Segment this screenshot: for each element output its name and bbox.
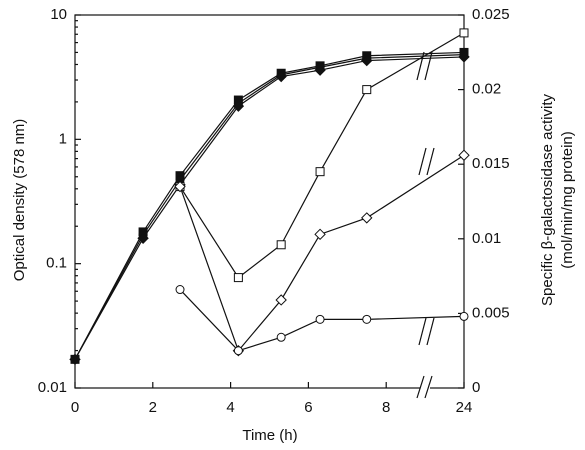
x-tick-label: 24 <box>456 399 473 416</box>
marker <box>175 285 185 295</box>
series-line <box>179 154 465 352</box>
y2-axis-label: Specific β-galactosidase activity <box>539 93 556 306</box>
y2-tick-label: 0.005 <box>472 304 510 321</box>
y2-tick-label: 0.015 <box>472 155 510 172</box>
x-tick-label: 8 <box>382 399 390 416</box>
marker <box>458 51 470 63</box>
marker <box>315 314 325 324</box>
axis-break <box>416 51 435 399</box>
series-line <box>74 51 465 360</box>
y2-tick-label: 0 <box>472 379 480 396</box>
y-axis-label: Optical density (578 nm) <box>11 119 28 282</box>
series-line <box>179 289 465 352</box>
marker <box>233 346 243 356</box>
y2-tick-label: 0.025 <box>472 6 510 23</box>
marker <box>315 167 325 177</box>
marker <box>361 54 373 67</box>
y2-tick-label: 0.02 <box>472 81 501 98</box>
series-line <box>74 56 465 360</box>
x-tick-label: 0 <box>71 399 79 416</box>
y-tick-label: 1 <box>59 130 67 147</box>
y-tick-label: 0.1 <box>46 255 67 272</box>
series-line <box>179 32 465 279</box>
x-tick-label: 2 <box>149 399 157 416</box>
marker <box>459 311 469 321</box>
marker <box>137 232 149 244</box>
x-axis-label: Time (h) <box>242 427 297 444</box>
marker <box>276 240 286 250</box>
marker <box>232 100 245 112</box>
y-tick-label: 0.01 <box>38 379 67 396</box>
marker <box>458 149 470 161</box>
marker <box>174 180 186 193</box>
marker <box>275 70 287 83</box>
marker <box>314 228 326 241</box>
y-tick-label: 10 <box>50 6 67 23</box>
marker <box>314 64 326 76</box>
y2-tick-label: 0.01 <box>472 230 501 247</box>
plot-frame <box>74 14 465 389</box>
marker <box>459 28 469 38</box>
x-tick-label: 4 <box>226 399 234 416</box>
marker <box>362 314 372 324</box>
marker <box>233 273 243 283</box>
marker <box>275 294 287 306</box>
y2-axis-label: (mol/min/mg protein) <box>559 131 576 269</box>
marker <box>361 212 373 224</box>
x-tick-label: 6 <box>304 399 312 416</box>
marker <box>69 353 81 366</box>
marker <box>362 85 372 95</box>
marker <box>276 332 286 342</box>
series-line <box>74 54 465 360</box>
